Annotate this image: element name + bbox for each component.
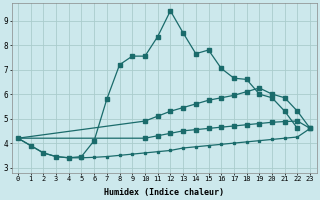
X-axis label: Humidex (Indice chaleur): Humidex (Indice chaleur) xyxy=(104,188,224,197)
